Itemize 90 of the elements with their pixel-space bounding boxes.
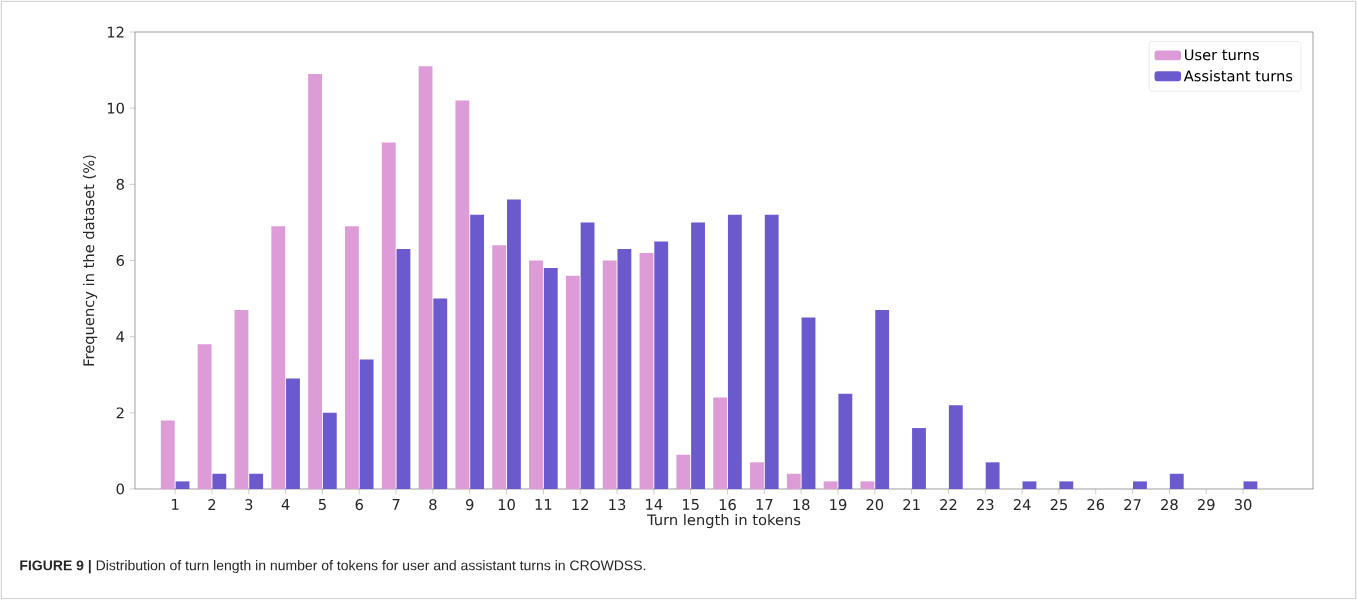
bar: [1243, 481, 1258, 489]
text: FIGURE 9 | Distribution of turn length in number of tokens for user and assistant turns in CROWDSS.: [20, 560, 646, 574]
y-tick-label: 0: [116, 483, 124, 495]
bar: [750, 462, 764, 489]
x-tick-label: 7: [392, 499, 400, 510]
x-tick-label: 14: [646, 499, 663, 510]
bar: [507, 199, 521, 489]
x-tick-label: 26: [1087, 499, 1105, 511]
bar: [912, 428, 926, 489]
bar: [322, 412, 337, 489]
bar: [691, 222, 705, 489]
bar: [470, 214, 485, 489]
bar: [344, 226, 359, 489]
bar: [308, 73, 322, 489]
bar: [286, 378, 300, 489]
legend-label: Assistant turns: [1183, 70, 1293, 82]
y-tick-label: 8: [116, 178, 124, 190]
x-tick-label: 10: [498, 499, 515, 511]
bar: [838, 393, 853, 489]
x-tick-label: 2: [208, 499, 216, 510]
bar: [271, 226, 286, 489]
bar: [197, 344, 212, 489]
bar: [654, 241, 669, 489]
x-tick-label: 19: [830, 499, 847, 511]
bar: [543, 268, 558, 489]
y-tick-label: 10: [107, 102, 124, 114]
x-tick-label: 20: [866, 499, 884, 511]
bar: [801, 317, 816, 489]
x-tick-label: 9: [465, 499, 474, 511]
x-tick-label: 23: [977, 499, 994, 511]
bar: [418, 66, 433, 489]
y-axis-title: Frequency in the dataset (%): [82, 155, 98, 366]
bar: [565, 275, 580, 489]
bar: [381, 142, 396, 489]
y-tick-label: 2: [116, 407, 124, 419]
x-axis-title: Turn length in tokens: [647, 513, 801, 529]
bar: [396, 249, 411, 489]
bar: [786, 473, 801, 489]
bar: [529, 260, 543, 489]
legend-label: User turns: [1185, 49, 1259, 61]
x-tick-label: 25: [1050, 499, 1067, 511]
x-tick-label: 4: [281, 499, 290, 510]
bar: [249, 473, 264, 489]
bar: [234, 310, 249, 489]
bar: [823, 481, 838, 489]
bar: [948, 405, 963, 489]
bar: [727, 214, 742, 489]
bar: [764, 214, 779, 489]
bar: [1133, 481, 1147, 489]
bar: [713, 397, 728, 489]
bar: [359, 359, 374, 489]
x-tick-label: 27: [1124, 499, 1141, 510]
bar: [175, 481, 190, 489]
x-tick-label: 3: [245, 499, 253, 511]
x-tick-label: 28: [1161, 499, 1178, 511]
x-tick-label: 29: [1197, 499, 1215, 511]
bar: [639, 252, 654, 489]
x-tick-label: 13: [609, 499, 626, 511]
bar: [875, 310, 890, 489]
bar: [602, 260, 617, 489]
x-tick-label: 18: [793, 499, 810, 511]
x-tick-label: 16: [719, 499, 736, 511]
y-tick-label: 6: [116, 254, 125, 267]
x-tick-label: 21: [903, 499, 920, 510]
bar: [492, 245, 507, 489]
bar: [580, 222, 595, 489]
bar: [212, 473, 227, 489]
y-tick-label: 12: [107, 26, 124, 38]
bar: [1022, 481, 1037, 489]
bar: [160, 420, 175, 489]
bar: [433, 298, 448, 489]
bar: [455, 100, 470, 489]
bar: [1169, 473, 1184, 489]
x-tick-label: 22: [940, 499, 957, 510]
x-tick-label: 6: [355, 499, 363, 511]
x-tick-label: 15: [682, 499, 699, 510]
x-tick-label: 12: [572, 499, 589, 510]
x-tick-label: 24: [1013, 499, 1031, 510]
bar: [617, 249, 632, 489]
x-tick-label: 8: [429, 499, 437, 511]
x-tick-label: 30: [1234, 499, 1252, 511]
x-tick-label: 11: [535, 499, 552, 510]
bar: [985, 462, 1000, 489]
bar: [860, 481, 875, 489]
bar: [1059, 481, 1074, 489]
y-tick-label: 4: [116, 331, 125, 343]
x-tick-label: 17: [756, 499, 773, 510]
x-tick-label: 5: [318, 499, 326, 510]
x-tick-label: 1: [172, 499, 179, 510]
bar: [676, 454, 691, 489]
